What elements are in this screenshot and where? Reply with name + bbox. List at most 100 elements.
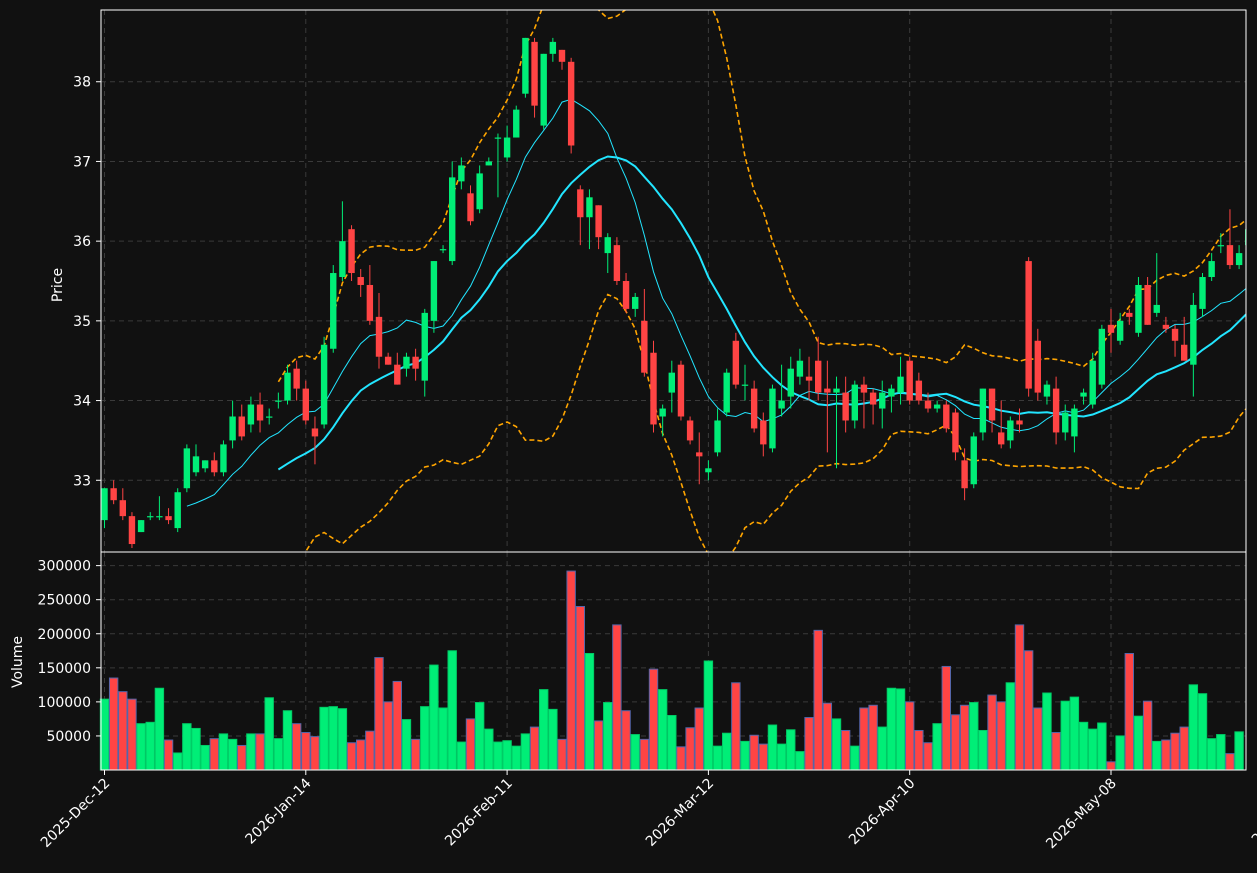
volume-bar (218, 733, 229, 771)
candle-body (714, 420, 721, 453)
volume-bar (1188, 684, 1199, 771)
volume-tick-label: 50000 (46, 729, 91, 745)
volume-bar (914, 729, 924, 771)
upper-band-line (277, 10, 1246, 383)
volume-bar (804, 717, 814, 771)
candle-body (586, 197, 593, 218)
volume-bar (420, 706, 430, 771)
candle-body (632, 296, 639, 309)
candle-body (961, 460, 968, 489)
candle-body (851, 384, 858, 421)
candle-body (531, 41, 538, 106)
volume-bar (703, 660, 714, 771)
volume-bar (182, 723, 192, 771)
volume-panel-frame (100, 551, 1247, 771)
axes (96, 9, 1247, 775)
candle-body (696, 452, 703, 457)
volume-bar (630, 734, 640, 771)
candle-body (1043, 384, 1051, 397)
candle-body (1034, 340, 1041, 393)
candle-body (540, 53, 547, 126)
candle-body (988, 388, 996, 421)
candle-body (110, 488, 117, 501)
candle-body (366, 284, 374, 321)
candle-body (1016, 420, 1023, 425)
candle-body (769, 388, 776, 449)
volume-bar (831, 718, 842, 771)
candle-body (869, 392, 877, 405)
volume-bar (850, 745, 860, 771)
candle-body (238, 416, 245, 437)
candle-body (192, 456, 200, 473)
volume-bar (731, 682, 741, 771)
candle-body (165, 516, 172, 521)
candle-body (201, 460, 209, 469)
candle-body (1217, 245, 1224, 247)
candle-body (430, 261, 438, 321)
volume-bar (1051, 732, 1061, 771)
candle-body (933, 404, 941, 409)
volume-bar (310, 736, 320, 771)
candle-body (650, 352, 657, 425)
candle-body (1162, 324, 1170, 329)
volume-bar (99, 698, 110, 771)
candle-body (943, 404, 950, 429)
volume-bar (447, 650, 457, 771)
volume-bar (118, 691, 128, 771)
volume-bar (868, 704, 878, 771)
candle-body (513, 109, 520, 138)
volume-bar (374, 657, 384, 771)
price-tick-label: 36 (73, 234, 91, 250)
volume-bar (603, 702, 613, 771)
volume-bar (639, 738, 650, 771)
volume-bar (722, 732, 732, 771)
price-grid (101, 10, 1246, 552)
volume-bar (154, 687, 165, 771)
candle-body (293, 368, 300, 389)
candle-body (1153, 304, 1160, 313)
volume-bar (886, 687, 897, 771)
candle-body (577, 189, 584, 218)
candle-body (394, 364, 401, 385)
candle-body (860, 384, 868, 393)
candle-body (833, 388, 840, 393)
candle-body (137, 520, 145, 533)
volume-bar (191, 727, 201, 771)
volume-bar (1097, 722, 1107, 771)
candle-body (567, 61, 575, 146)
volume-bar (923, 742, 933, 771)
volume-bar (255, 733, 265, 771)
candle-body (156, 516, 163, 518)
volume-bar (108, 677, 119, 771)
volume-bar (301, 732, 311, 771)
candle-body (247, 404, 255, 425)
candle-body (357, 277, 364, 285)
candle-body (888, 388, 895, 397)
volume-bar (365, 730, 375, 771)
volume-bar (401, 719, 412, 771)
candle-body (1208, 261, 1215, 278)
candle-body (659, 408, 666, 417)
price-tick-label: 34 (73, 394, 91, 410)
ma-long-line (277, 155, 1246, 471)
candle-body (174, 492, 181, 529)
candle-body (1080, 392, 1087, 397)
volume-bar (1170, 732, 1180, 771)
volume-bar (484, 728, 494, 771)
volume-bar (905, 701, 915, 771)
volume-bar (319, 706, 329, 771)
candle-body (220, 444, 227, 473)
candle-body (119, 500, 126, 517)
price-axis-title: Price (50, 268, 66, 302)
candle-body (1126, 312, 1133, 317)
candle-body (101, 488, 108, 521)
volume-bar (950, 714, 961, 771)
candle-body (522, 37, 529, 94)
volume-bar (959, 704, 970, 771)
candle-body (815, 360, 822, 393)
candle-body (476, 173, 483, 210)
price-tick-label: 38 (73, 75, 91, 91)
volume-bar (840, 729, 851, 771)
candle-body (1199, 277, 1206, 309)
